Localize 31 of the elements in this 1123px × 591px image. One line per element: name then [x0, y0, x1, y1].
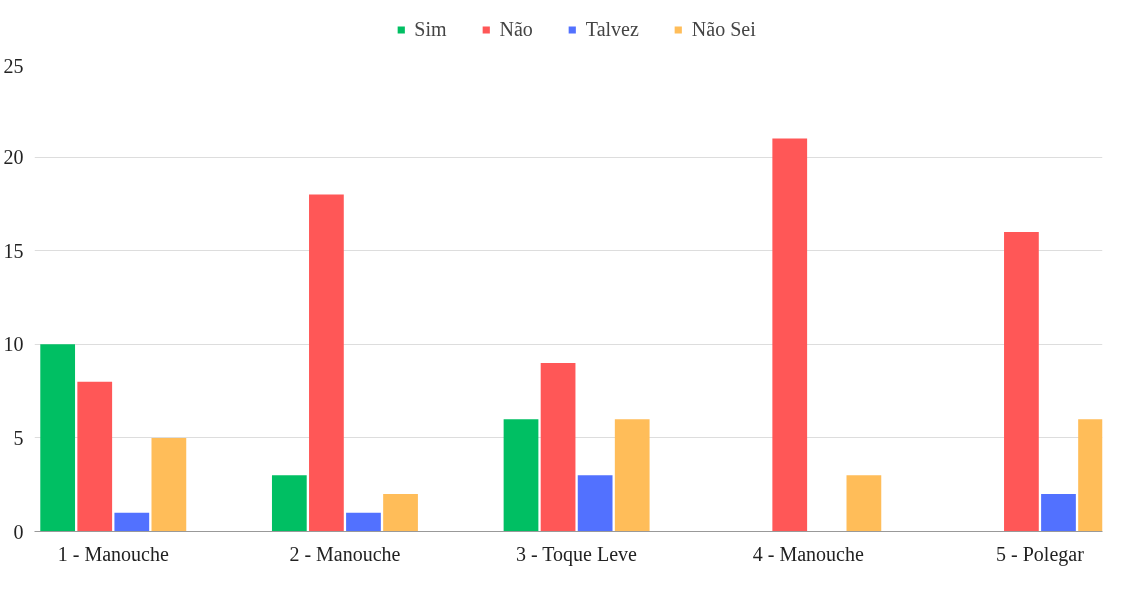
bar — [614, 419, 650, 532]
legend-label: Não — [499, 17, 533, 41]
bar — [846, 475, 882, 532]
y-tick-label: 5 — [13, 426, 24, 449]
bar — [540, 363, 576, 532]
x-tick-label: 2 - Manouche — [289, 542, 401, 565]
y-tick-label: 15 — [3, 239, 24, 262]
x-tick-label: 5 - Polegar — [996, 542, 1085, 566]
bar — [577, 475, 613, 532]
bar — [40, 344, 76, 532]
bar — [383, 494, 418, 532]
bar — [346, 512, 381, 532]
bar — [503, 419, 539, 532]
bar — [1004, 231, 1039, 532]
bar — [77, 381, 113, 532]
legend-label: Sim — [414, 17, 447, 41]
bar — [309, 194, 344, 532]
legend-label: Não Sei — [691, 17, 756, 41]
y-tick-label: 10 — [3, 333, 24, 356]
bar — [271, 475, 307, 532]
x-tick-label: 3 - Toque Leve — [515, 542, 638, 566]
x-tick-label: 1 - Manouche — [57, 542, 169, 565]
x-tick-label: 4 - Manouche — [752, 542, 864, 565]
y-tick-label: 25 — [3, 54, 24, 77]
legend-label: Talvez — [585, 17, 639, 41]
bar — [1041, 494, 1076, 532]
bar — [114, 512, 150, 532]
bar — [772, 138, 808, 532]
y-tick-label: 0 — [13, 520, 24, 543]
y-tick-label: 20 — [3, 146, 24, 169]
bar — [151, 437, 187, 532]
